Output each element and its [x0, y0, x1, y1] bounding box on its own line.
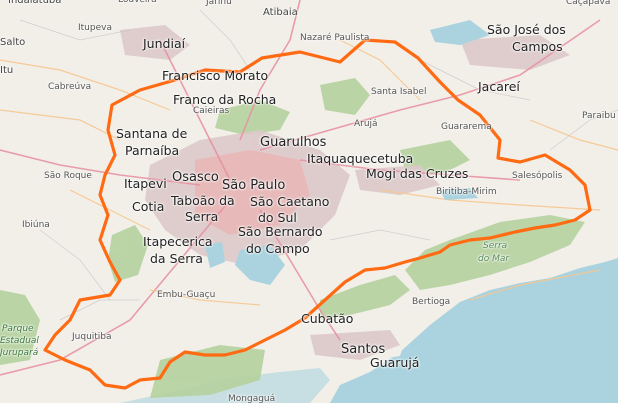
road-fernao-dias [239, 0, 301, 141]
label-sao-paulo: São Paulo [222, 178, 286, 193]
park-north [320, 78, 370, 115]
road-f [0, 109, 121, 141]
label-taboao-da-serra-line2: Serra [185, 209, 219, 224]
road-imigrantes [259, 209, 341, 341]
label-taboao-da-serra-line1: Taboão da [171, 193, 235, 208]
label-santana-de-parnaiba-line1: Santana de [116, 126, 188, 141]
label-salesopolis: Salesópolis [512, 171, 563, 181]
label-cabreuva: Cabreúva [48, 82, 92, 92]
label-sao-bernardo-line1: São Bernardo [238, 224, 323, 239]
road-c [379, 189, 601, 211]
park-itapecerica [108, 225, 148, 282]
label-biritiba-mirim: Biritiba-Mirim [436, 187, 497, 197]
label-sao-jose-dos-campos-line2: Campos [512, 39, 563, 54]
urban-core-center [195, 150, 310, 235]
label-mongagua: Mongaguá [228, 394, 276, 403]
label-cubatao: Cubatão [301, 311, 354, 326]
label-embu-guacu: Embu-Guaçu [157, 290, 216, 300]
label-jundiai: Jundiaí [143, 36, 186, 51]
road-b [69, 189, 151, 231]
label-itaquaquecetuba: Itaquaquecetuba [307, 151, 414, 166]
label-sao-jose-dos-campos-line1: São José dos [487, 22, 566, 37]
road-g [339, 39, 421, 101]
label-louveira: Louveira [118, 0, 157, 5]
label-cotia: Cotia [132, 199, 165, 214]
label-nazare-paulista: Nazaré Paulista [300, 33, 370, 43]
label-guararema: Guararema [441, 122, 492, 132]
road-a [0, 59, 171, 111]
urban-sjcampos [460, 35, 570, 70]
label-itapecerica-line1: Itapecerica [143, 234, 213, 249]
urban-santos [310, 330, 400, 360]
road-ayrton [299, 159, 521, 181]
main-roads [0, 39, 618, 306]
road-e [469, 269, 601, 301]
label-osasco: Osasco [172, 170, 219, 185]
label-itu: Itu [0, 65, 14, 76]
park-cantareira [215, 100, 290, 135]
road-m5 [549, 109, 618, 151]
label-guarulhos: Guarulhos [260, 135, 327, 150]
label-parque-line1: Parque [2, 324, 34, 334]
reservoir-east [440, 188, 478, 200]
label-santos: Santos [341, 342, 386, 357]
road-regis [0, 199, 231, 376]
label-caieiras: Caieiras [193, 106, 230, 116]
label-serra-do-mar-line1: Serra [483, 241, 508, 251]
label-itupeva: Itupeva [78, 23, 112, 33]
road-h [529, 119, 618, 151]
reservoir-north [430, 20, 490, 45]
label-santana-de-parnaiba-line2: Parnaíba [125, 143, 180, 158]
label-sao-caetano-line2: do Sul [258, 210, 297, 225]
road-m4 [419, 59, 531, 101]
label-jarinu: Jarinu [206, 0, 232, 7]
label-aruja: Arujá [354, 119, 378, 129]
label-sao-bernardo-line2: do Campo [246, 241, 310, 256]
park-jurupara [0, 290, 40, 365]
label-guaruja: Guarujá [370, 355, 420, 370]
ocean [330, 258, 618, 403]
park-serra-do-mar-central [320, 275, 410, 320]
label-serra-do-mar-line2: do Mar [478, 254, 510, 264]
urban-core [195, 150, 310, 235]
road-d [149, 289, 261, 306]
label-sao-roque: São Roque [44, 171, 92, 181]
region-outline [43, 38, 592, 390]
park-southwest [150, 345, 265, 398]
label-santa-isabel: Santa Isabel [371, 87, 427, 97]
label-atibaia: Atibaia [263, 7, 298, 18]
label-bertioga: Bertioga [412, 297, 451, 307]
label-francisco-morato: Francisco Morato [162, 68, 269, 83]
road-m2 [199, 9, 251, 71]
label-parque-line3: Jurupará [0, 348, 39, 358]
label-juquitiba: Juquitiba [72, 332, 112, 342]
label-paraibuna: Paraibu [582, 111, 616, 121]
label-itapecerica-line2: da Serra [150, 251, 203, 266]
label-jacarei: Jacareí [478, 79, 520, 94]
label-itapevi: Itapevi [124, 176, 167, 191]
reservoirs [205, 20, 490, 285]
park-areas [0, 78, 585, 398]
road-m1 [19, 19, 131, 41]
highways [0, 0, 601, 376]
road-castelo [0, 149, 201, 186]
label-indaiatuba: Indaiatuba [8, 0, 62, 6]
label-ibiuna: Ibiúna [22, 220, 50, 230]
label-sao-caetano-line1: São Caetano [250, 194, 330, 209]
road-anhanguera [159, 39, 231, 181]
label-mogi-das-cruzes: Mogi das Cruzes [366, 166, 469, 181]
road-m7 [329, 229, 431, 241]
label-parque-line2: Estadual [0, 336, 39, 346]
road-m3 [39, 229, 111, 301]
label-salto: Salto [0, 37, 26, 48]
reservoir-guarapiranga [205, 242, 225, 268]
road-dutra [259, 19, 601, 151]
label-cacapava: Caçapava [566, 0, 611, 7]
park-serra-do-mar-east [405, 215, 585, 290]
label-franco-da-rocha: Franco da Rocha [173, 92, 277, 107]
urban-jundiai [120, 25, 190, 60]
reservoir-billings [235, 245, 285, 285]
